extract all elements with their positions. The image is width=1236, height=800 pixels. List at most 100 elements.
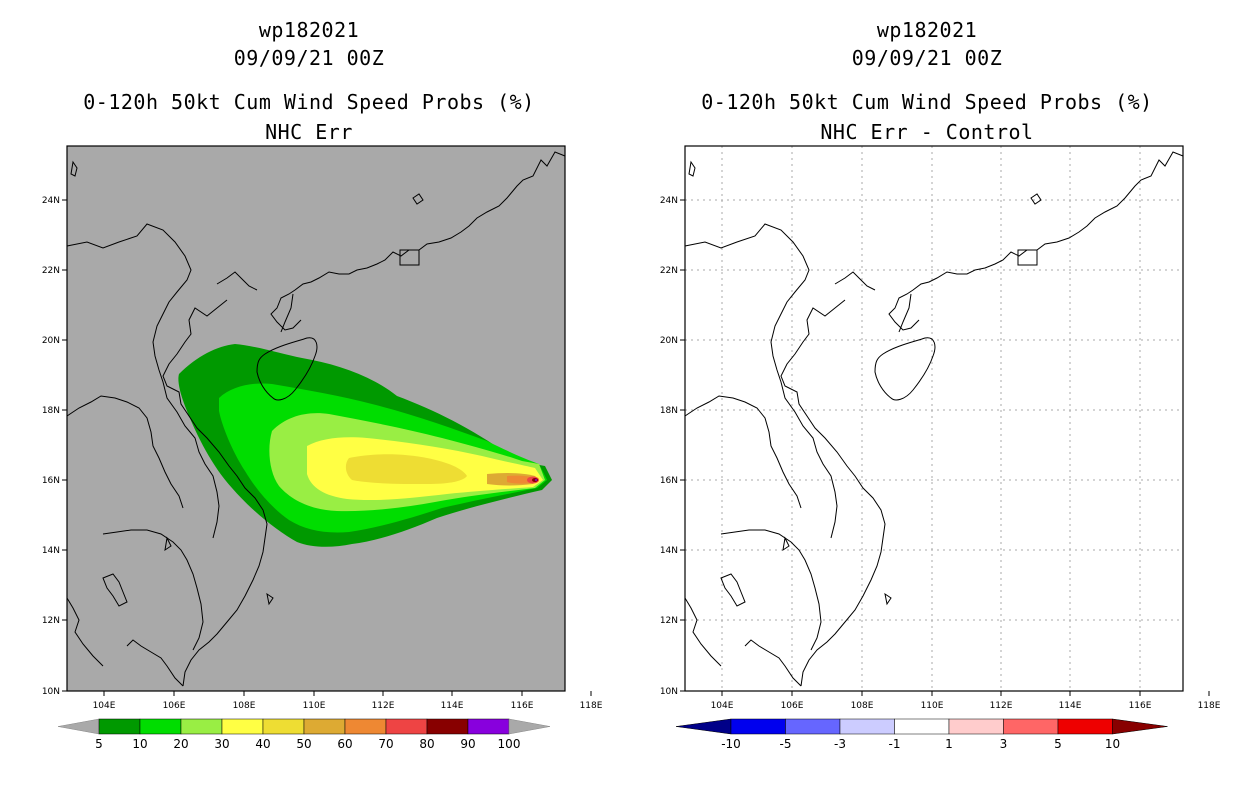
lat-label: 16N <box>42 476 60 486</box>
lat-label: 18N <box>660 406 678 416</box>
lat-label: 10N <box>42 687 60 697</box>
colorbar-label: 5 <box>95 737 103 751</box>
colorbar-label: 10 <box>1105 737 1120 751</box>
colorbar-box <box>894 718 950 735</box>
colorbar-box <box>139 718 182 735</box>
right-map-frame <box>684 145 1184 692</box>
left-panel: wp182021 09/09/21 00Z 0-120h 50kt Cum Wi… <box>83 18 535 144</box>
coastline-segment <box>412 193 424 205</box>
colorbar-low-end <box>58 718 100 735</box>
coastline-segment <box>280 293 294 333</box>
lat-label: 20N <box>660 336 678 346</box>
colorbar-label: -10 <box>721 737 741 751</box>
colorbar-box <box>1057 718 1113 735</box>
coastline-segment <box>270 151 566 331</box>
colorbar-label: 40 <box>255 737 270 751</box>
colorbar-label: 100 <box>498 737 521 751</box>
right-map: 104E 106E 108E 110E 112E 114E 116E 118E 24N 22N 20… <box>660 145 1221 711</box>
left-coastlines <box>66 151 566 687</box>
right-panel: wp182021 09/09/21 00Z 0-120h 50kt Cum Wi… <box>618 0 1236 800</box>
right-title-date: 09/09/21 00Z <box>851 46 1003 70</box>
left-map-frame <box>66 145 566 692</box>
colorbar-label: 80 <box>419 737 434 751</box>
coastline-segment <box>888 151 1184 331</box>
left-title-date: 09/09/21 00Z <box>233 46 385 70</box>
colorbar-label: 90 <box>460 737 475 751</box>
lat-label: 22N <box>42 266 60 276</box>
left-title-storm: wp182021 <box>258 18 360 42</box>
lon-label: 114E <box>1059 701 1082 711</box>
left-title-product: 0-120h 50kt Cum Wind Speed Probs (%) <box>83 90 535 114</box>
coastline-segment <box>66 223 220 539</box>
lon-label: 106E <box>163 701 186 711</box>
coastline-segment <box>164 536 172 552</box>
coastline-segment <box>66 395 184 509</box>
lon-label: 118E <box>580 701 603 711</box>
colorbar-label: 20 <box>173 737 188 751</box>
lon-label: 110E <box>303 701 326 711</box>
colorbar-box <box>262 718 305 735</box>
colorbar-box <box>1003 718 1059 735</box>
coastline-segment <box>782 536 790 552</box>
right-title-product: 0-120h 50kt Cum Wind Speed Probs (%) <box>701 90 1153 114</box>
colorbar-box <box>221 718 264 735</box>
left-colorbar: 5 10 20 30 40 50 60 70 80 90 100 <box>58 718 551 751</box>
colorbar-label: 60 <box>337 737 352 751</box>
coastline-segment <box>126 639 184 687</box>
coastline-segment <box>684 597 722 667</box>
lat-label: 24N <box>660 196 678 206</box>
lon-label: 112E <box>372 701 395 711</box>
left-title-subtitle: NHC Err <box>265 120 353 144</box>
lat-label: 12N <box>660 616 678 626</box>
colorbar-label: 10 <box>132 737 147 751</box>
lat-label: 12N <box>42 616 60 626</box>
lon-label: 118E <box>1198 701 1221 711</box>
lon-label: 116E <box>511 701 534 711</box>
coastline-segment <box>874 337 936 401</box>
colorbar-label: 5 <box>1054 737 1062 751</box>
coastline-segment <box>162 299 268 687</box>
coastline-segment <box>744 639 802 687</box>
coastline-segment <box>884 592 892 606</box>
coastline-segment <box>1030 193 1042 205</box>
coastline-segment <box>688 160 696 177</box>
coastline-segment <box>780 299 886 687</box>
colorbar-box <box>98 718 141 735</box>
lat-label: 14N <box>660 546 678 556</box>
right-axes: 104E 106E 108E 110E 112E 114E 116E 118E 24N 22N 20… <box>660 196 1221 711</box>
colorbar-label: 50 <box>296 737 311 751</box>
coastline-segment <box>399 249 420 266</box>
colorbar-box <box>730 718 786 735</box>
left-map: 104E 106E 108E 110E 112E 114E 116E 118E 24N 22N 20… <box>42 145 603 711</box>
coastline-segment <box>720 529 822 651</box>
colorbar-box <box>467 718 510 735</box>
colorbar-box <box>948 718 1004 735</box>
coastline-segment <box>216 271 258 291</box>
colorbar-label: 1 <box>945 737 953 751</box>
colorbar-box <box>839 718 895 735</box>
colorbar-label: -3 <box>834 737 846 751</box>
colorbar-box <box>180 718 223 735</box>
coastline-segment <box>720 573 746 607</box>
coastline-segment <box>1017 249 1038 266</box>
coastline-segment <box>834 271 876 291</box>
lon-label: 106E <box>781 701 804 711</box>
lat-label: 22N <box>660 266 678 276</box>
lon-label: 108E <box>233 701 256 711</box>
lon-label: 112E <box>990 701 1013 711</box>
lon-label: 104E <box>93 701 116 711</box>
colorbar-low-end <box>676 718 732 735</box>
coastline-segment <box>256 337 318 401</box>
right-title-storm: wp182021 <box>876 18 978 42</box>
swath-40-percent <box>345 454 467 484</box>
lon-label: 108E <box>851 701 874 711</box>
lat-label: 18N <box>42 406 60 416</box>
colorbar-high-end <box>508 718 551 735</box>
left-axes: 104E 106E 108E 110E 112E 114E 116E 118E 24N 22N 20… <box>42 196 603 711</box>
lat-label: 16N <box>660 476 678 486</box>
lat-label: 14N <box>42 546 60 556</box>
lon-label: 114E <box>441 701 464 711</box>
colorbar-box <box>344 718 387 735</box>
lat-label: 24N <box>42 196 60 206</box>
colorbar-label: -5 <box>780 737 792 751</box>
